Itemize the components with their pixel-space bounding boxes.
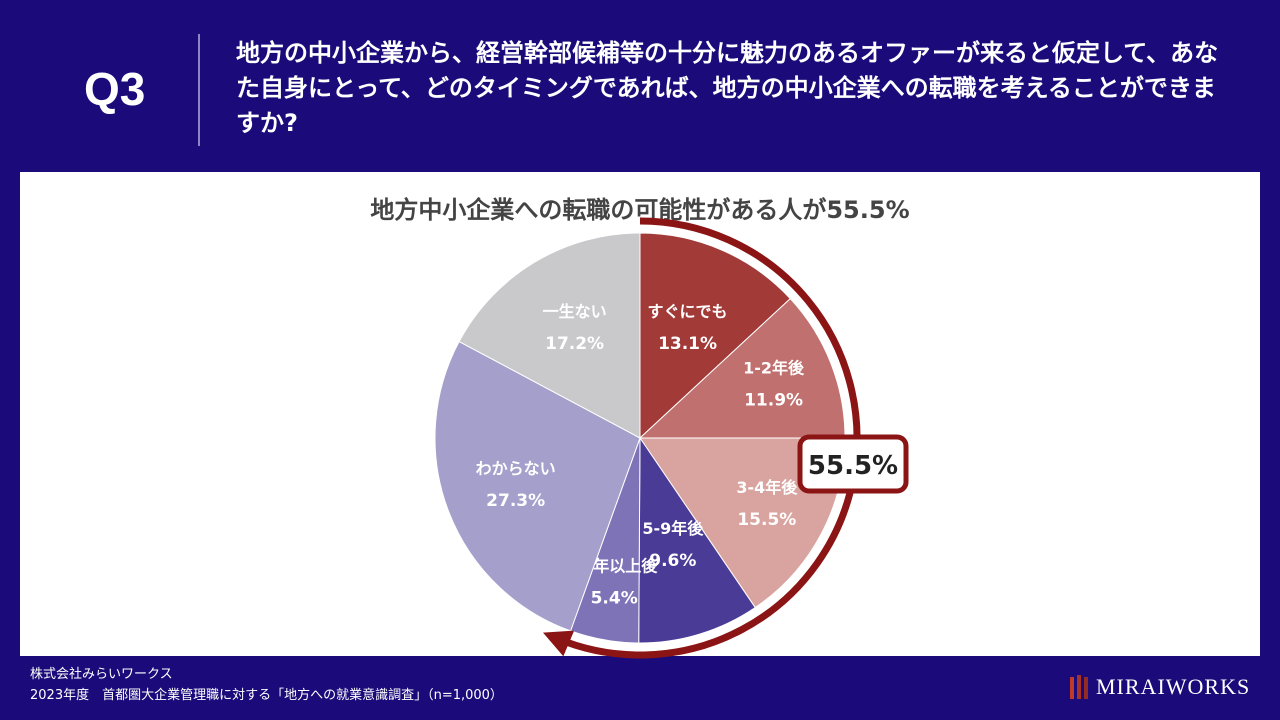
slice-value-label: 11.9% (744, 391, 803, 411)
pie-slice (638, 436, 756, 644)
mirai-works-logo: MIRAIWORKS (1070, 674, 1250, 700)
slice-label: すぐにでも (648, 302, 728, 321)
logo-mark-icon (1070, 675, 1088, 699)
logo-text: MIRAIWORKS (1096, 674, 1251, 699)
slice-value-label: 27.3% (486, 491, 545, 511)
slice-value-label: 5.4% (591, 588, 638, 608)
pie-slice (639, 232, 792, 440)
slice-value-label: 13.1% (658, 334, 717, 354)
slice-value-label: 17.2% (545, 334, 604, 354)
slice-label: 1-2年後 (743, 359, 805, 378)
slice-label: 3-4年後 (736, 478, 798, 497)
source-note: 2023年度 首都圏大企業管理職に対する「地方への就業意識調査」（n=1,000… (30, 688, 503, 703)
pie-slice (458, 232, 641, 439)
slice-label: 一生ない (543, 302, 607, 321)
callout-box (797, 434, 909, 494)
question-number: Q3 (84, 63, 146, 115)
chart-title: 地方中小企業への転職の可能性がある人が55.5% (370, 196, 910, 224)
callout-value: 55.5% (808, 451, 898, 481)
slice-value-label: 15.5% (737, 510, 796, 530)
company-name: 株式会社みらいワークス (30, 667, 173, 682)
slice-label: 5-9年後 (642, 519, 704, 538)
footer: 株式会社みらいワークス 2023年度 首都圏大企業管理職に対する「地方への就業意… (30, 664, 503, 706)
slice-value-label: 9.6% (649, 551, 696, 571)
pie-slice (434, 340, 641, 632)
pie-slice (638, 297, 846, 439)
question-text: 地方の中小企業から、経営幹部候補等の十分に魅力のあるオファーが来ると仮定して、あ… (236, 39, 1219, 137)
slice-label: わからない (476, 459, 556, 478)
header-divider (198, 34, 200, 146)
